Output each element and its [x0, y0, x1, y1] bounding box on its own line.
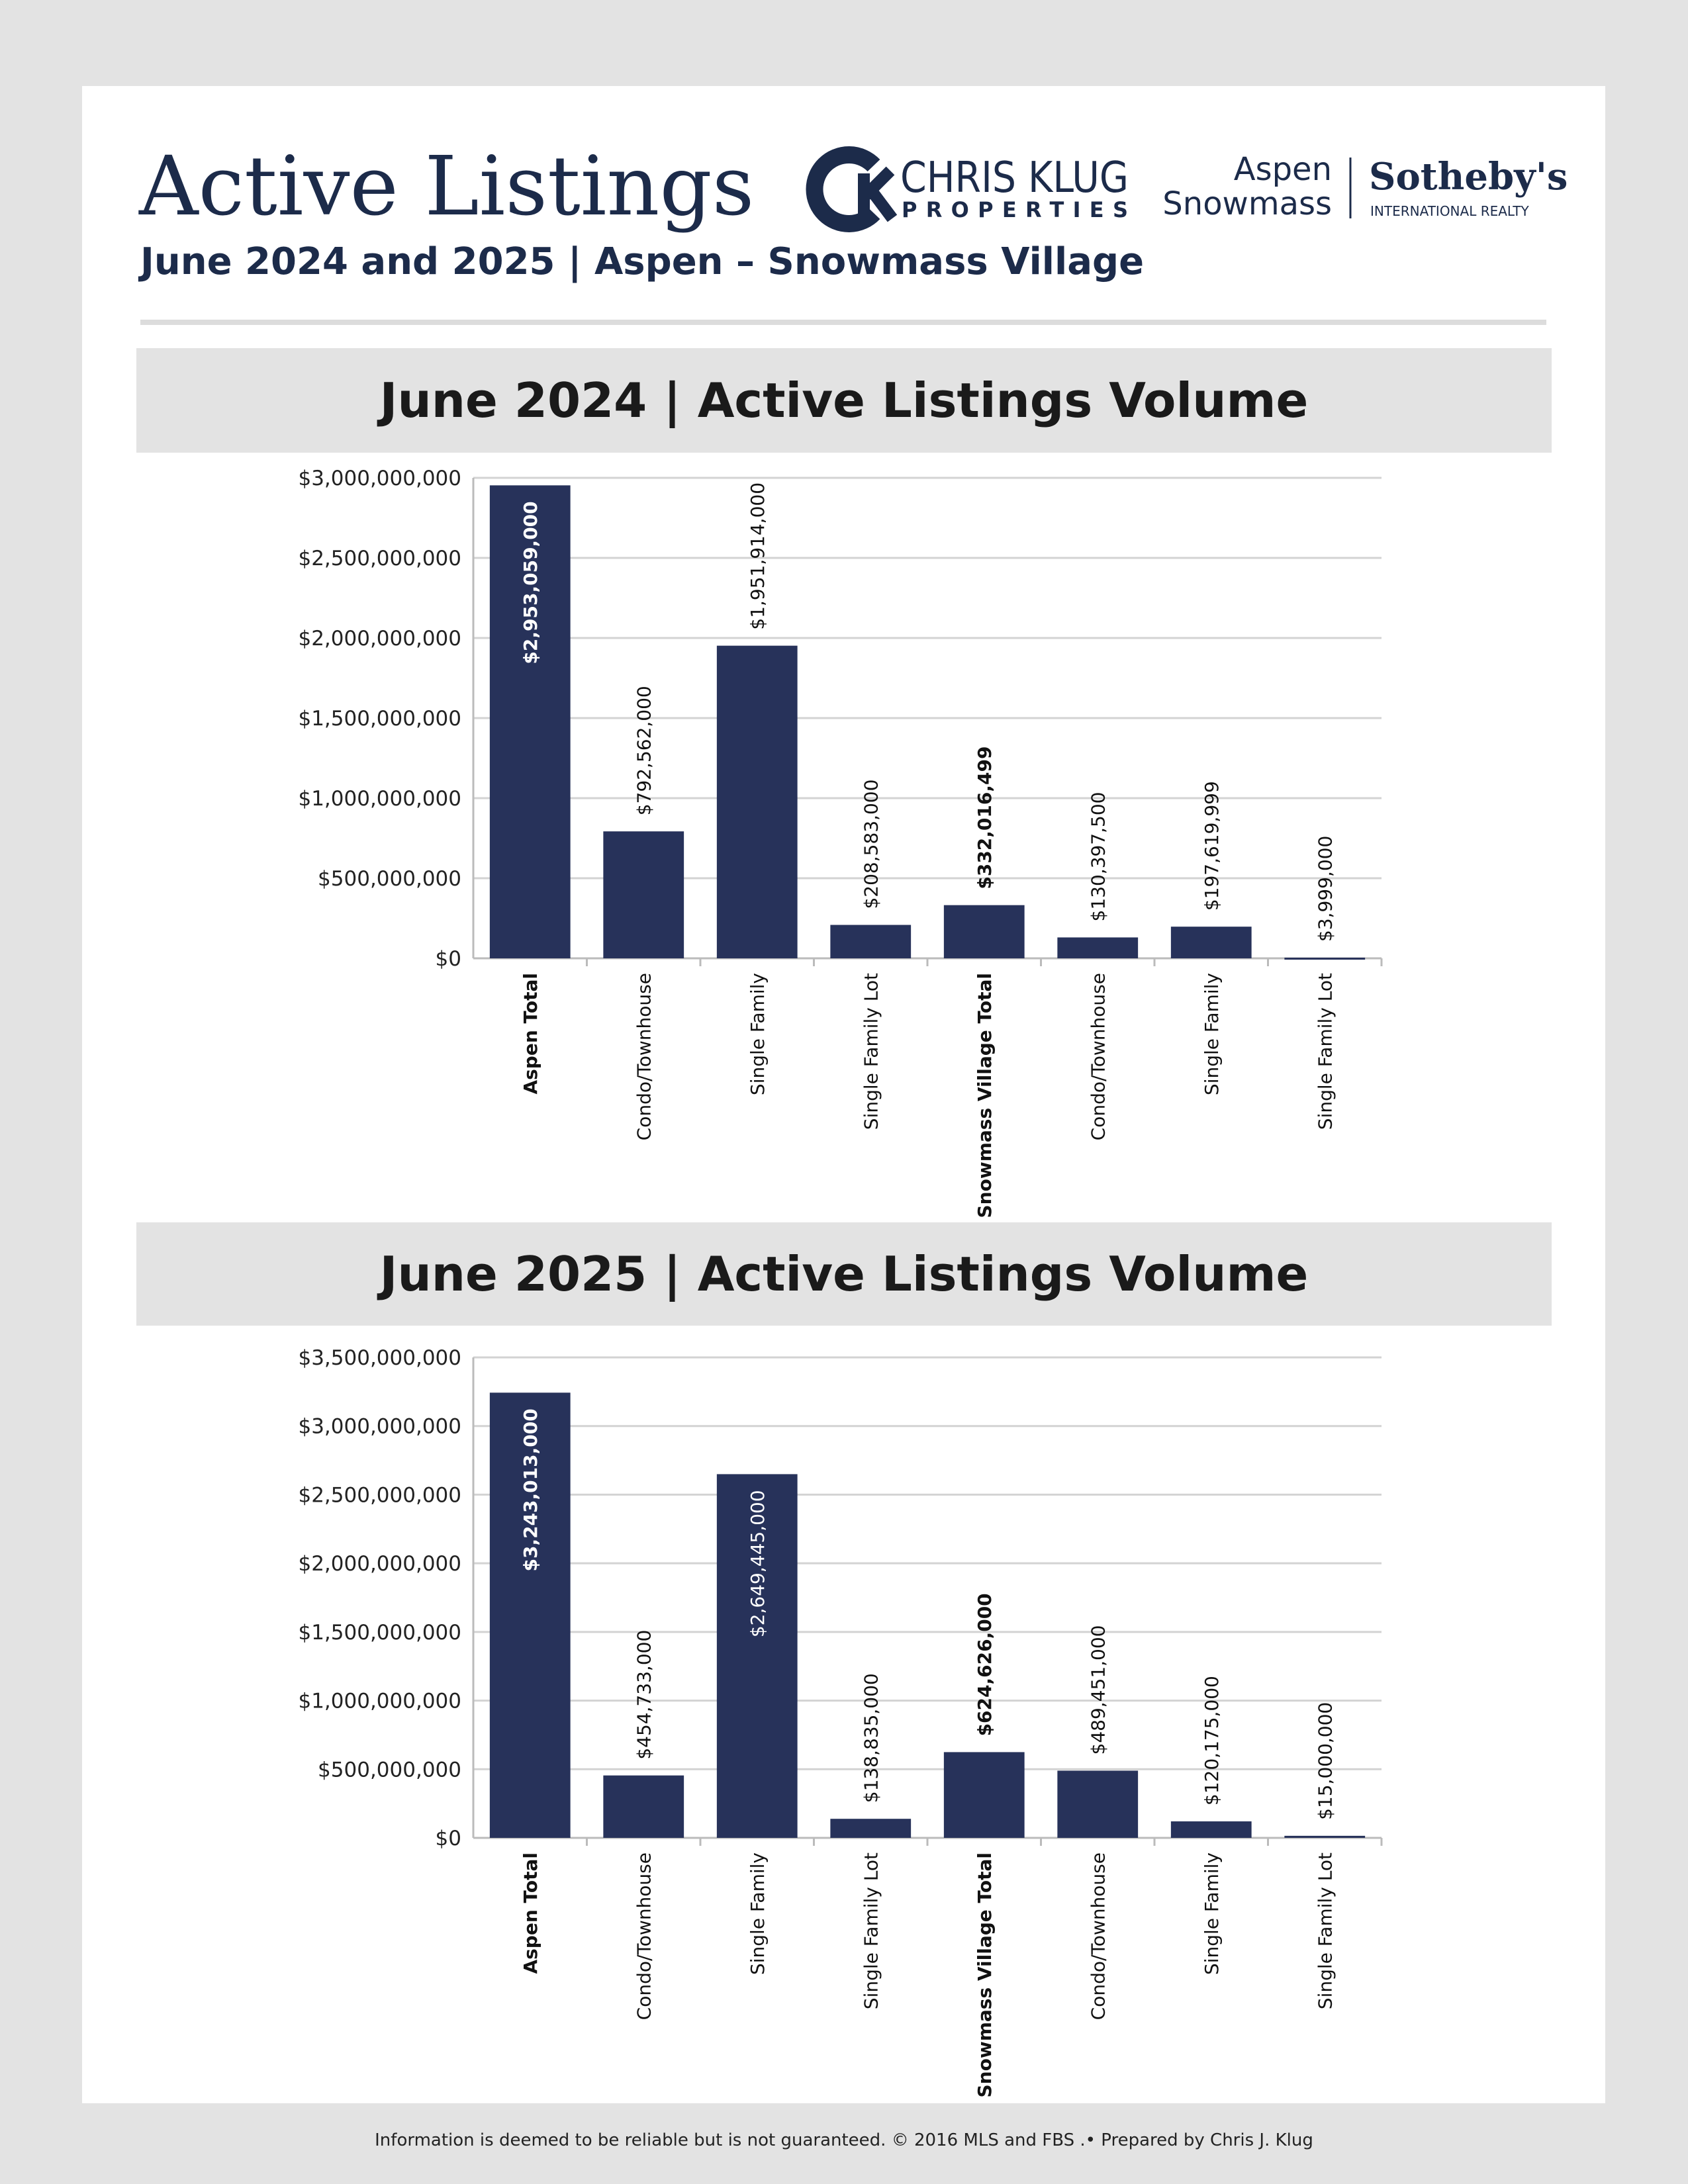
value-label: $332,016,499 — [974, 747, 996, 889]
bar — [1170, 1821, 1252, 1838]
x-tick-label: Condo/Townhouse — [633, 1852, 655, 2020]
bar — [603, 831, 684, 958]
x-tick-label: Snowmass Village Total — [974, 973, 996, 1218]
page-title: Active Listings — [138, 139, 754, 234]
bar — [943, 1752, 1025, 1838]
y-tick-label: $1,500,000,000 — [298, 707, 461, 731]
bar — [1170, 927, 1252, 958]
value-label: $792,562,000 — [633, 686, 655, 815]
y-tick-label: $1,500,000,000 — [298, 1621, 461, 1645]
logo-ck: CHRIS KLUG PROPERTIES — [806, 146, 1129, 232]
x-tick-label: Single Family — [747, 973, 769, 1095]
x-tick-label: Single Family Lot — [1314, 973, 1336, 1130]
logo-brand: CHRIS KLUG — [900, 154, 1129, 203]
chart-header — [136, 348, 1552, 453]
x-tick-label: Condo/Townhouse — [1087, 1852, 1109, 2020]
bar — [489, 1392, 571, 1838]
y-tick-label: $2,000,000,000 — [298, 627, 461, 651]
logo-office: Aspen — [1234, 151, 1332, 188]
bar — [603, 1775, 684, 1838]
value-label: $120,175,000 — [1201, 1676, 1223, 1805]
x-tick-label: Aspen Total — [520, 1852, 541, 1974]
y-tick-label: $3,000,000,000 — [298, 1415, 461, 1439]
x-tick-label: Single Family — [1201, 973, 1223, 1095]
value-label: $624,626,000 — [974, 1593, 996, 1736]
value-label: $197,619,999 — [1201, 781, 1223, 911]
chart-title: June 2024 | Active Listings Volume — [377, 373, 1309, 429]
bar — [830, 925, 912, 958]
logo-brand-sub: PROPERTIES — [902, 197, 1128, 222]
value-label: $489,451,000 — [1087, 1625, 1109, 1755]
y-tick-label: $500,000,000 — [318, 1758, 461, 1782]
x-tick-label: Single Family Lot — [860, 1852, 882, 2009]
y-tick-label: $3,000,000,000 — [298, 467, 461, 490]
y-tick-label: $500,000,000 — [318, 867, 461, 891]
value-label: $3,999,000 — [1314, 836, 1336, 942]
bar — [1284, 958, 1366, 960]
chart-title: June 2025 | Active Listings Volume — [377, 1246, 1309, 1302]
y-tick-label: $1,000,000,000 — [298, 787, 461, 811]
x-tick-label: Single Family Lot — [860, 973, 882, 1130]
value-label: $2,953,059,000 — [520, 501, 541, 664]
logo-office: Snowmass — [1162, 185, 1332, 222]
logo-company-sub: INTERNATIONAL REALTY — [1370, 203, 1530, 219]
bar — [830, 1819, 912, 1838]
bar — [1057, 937, 1139, 958]
value-label: $2,649,445,000 — [747, 1490, 769, 1637]
x-tick-label: Single Family Lot — [1314, 1852, 1336, 2009]
x-tick-label: Condo/Townhouse — [633, 973, 655, 1140]
bar — [1284, 1835, 1366, 1838]
chart-header — [136, 1222, 1552, 1326]
value-label: $15,000,000 — [1314, 1702, 1336, 1820]
y-tick-label: $2,500,000,000 — [298, 1483, 461, 1507]
x-tick-label: Condo/Townhouse — [1087, 973, 1109, 1140]
y-tick-label: $2,000,000,000 — [298, 1552, 461, 1576]
value-label: $130,397,500 — [1087, 792, 1109, 921]
logo-company: Sotheby's — [1369, 155, 1568, 199]
value-label: $208,583,000 — [860, 780, 882, 909]
x-tick-label: Aspen Total — [520, 973, 541, 1095]
bar — [716, 1474, 798, 1838]
y-tick-label: $3,500,000,000 — [298, 1346, 461, 1370]
bar — [943, 905, 1025, 958]
logo-mark — [806, 146, 880, 232]
value-label: $3,243,013,000 — [520, 1408, 541, 1571]
x-tick-label: Single Family — [1201, 1852, 1223, 1975]
y-tick-label: $0 — [436, 947, 461, 971]
x-tick-label: Snowmass Village Total — [974, 1852, 996, 2098]
bar — [489, 485, 571, 958]
value-label: $454,733,000 — [633, 1630, 655, 1760]
x-tick-label: Single Family — [747, 1852, 769, 1975]
value-label: $1,951,914,000 — [747, 482, 769, 630]
logo-sothebys: Aspen Snowmass Sotheby's INTERNATIONAL R… — [1162, 151, 1568, 222]
footer: Information is deemed to be reliable but… — [375, 2130, 1313, 2150]
page-subtitle: June 2024 and 2025 | Aspen – Snowmass Vi… — [138, 240, 1144, 283]
y-tick-label: $0 — [436, 1827, 461, 1850]
bar — [1057, 1770, 1139, 1838]
logo-mark — [858, 166, 898, 222]
y-tick-label: $2,500,000,000 — [298, 547, 461, 570]
y-tick-label: $1,000,000,000 — [298, 1690, 461, 1713]
value-label: $138,835,000 — [860, 1673, 882, 1803]
bar — [716, 645, 798, 958]
